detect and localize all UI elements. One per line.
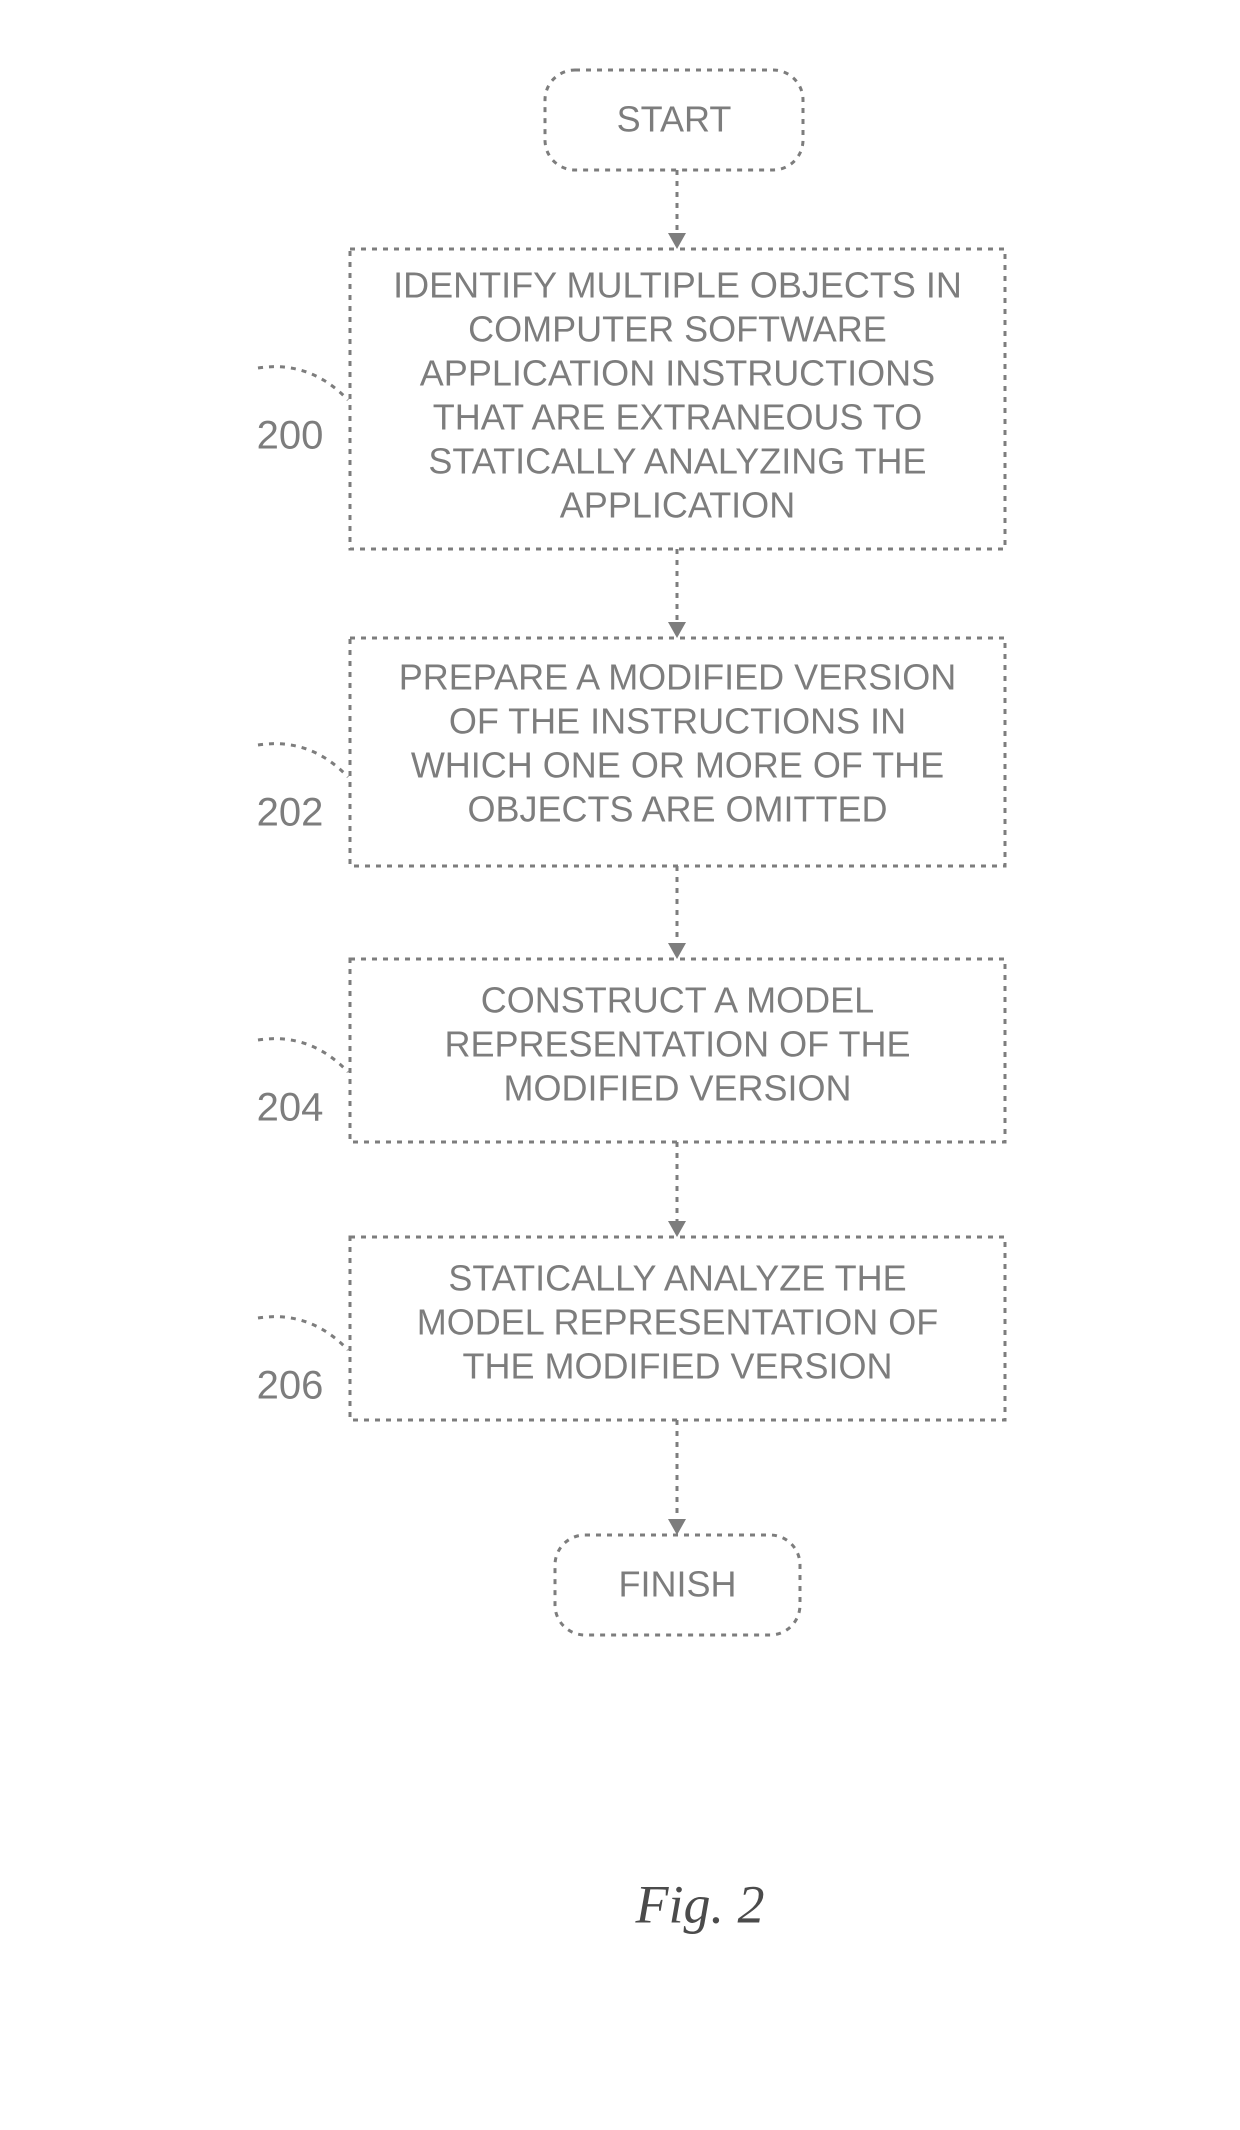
arrowhead-icon — [668, 1519, 686, 1535]
reference-label-204: 204 — [257, 1086, 324, 1130]
node-step4-line-1: MODEL REPRESENTATION OF — [417, 1302, 938, 1343]
node-step1-line-4: STATICALLY ANALYZING THE — [428, 441, 926, 482]
labels-layer: 200 202 204 206 — [257, 367, 348, 1408]
node-step3-line-1: REPRESENTATION OF THE — [444, 1024, 910, 1065]
node-step1-line-5: APPLICATION — [560, 485, 795, 526]
reference-label-202: 202 — [257, 791, 324, 835]
figure-caption: Fig. 2 — [635, 1874, 765, 1934]
arrowhead-icon — [668, 622, 686, 638]
leader-line-step2 — [258, 744, 348, 777]
node-step3: CONSTRUCT A MODELREPRESENTATION OF THEMO… — [350, 959, 1005, 1142]
node-step2-line-1: OF THE INSTRUCTIONS IN — [449, 701, 906, 742]
reference-label-206: 206 — [257, 1364, 324, 1408]
reference-label-200: 200 — [257, 414, 324, 458]
node-finish: FINISH — [555, 1535, 800, 1635]
nodes-layer: START IDENTIFY MULTIPLE OBJECTS INCOMPUTE… — [350, 70, 1005, 1635]
node-step1: IDENTIFY MULTIPLE OBJECTS INCOMPUTER SOF… — [350, 249, 1005, 549]
node-step4: STATICALLY ANALYZE THEMODEL REPRESENTATI… — [350, 1237, 1005, 1420]
leader-line-step3 — [258, 1039, 348, 1072]
node-step2-line-2: WHICH ONE OR MORE OF THE — [411, 745, 944, 786]
node-step3-line-0: CONSTRUCT A MODEL — [481, 980, 874, 1021]
node-step4-line-0: STATICALLY ANALYZE THE — [448, 1258, 906, 1299]
leader-line-step4 — [258, 1317, 348, 1350]
node-start: START — [545, 70, 803, 170]
node-step1-line-2: APPLICATION INSTRUCTIONS — [420, 353, 935, 394]
flowchart-diagram: START IDENTIFY MULTIPLE OBJECTS INCOMPUTE… — [0, 0, 1240, 2130]
node-step2-line-3: OBJECTS ARE OMITTED — [467, 789, 887, 830]
node-start-line-0: START — [617, 99, 732, 140]
node-step1-line-3: THAT ARE EXTRANEOUS TO — [433, 397, 922, 438]
arrowhead-icon — [668, 943, 686, 959]
arrowhead-icon — [668, 1221, 686, 1237]
node-step4-line-2: THE MODIFIED VERSION — [462, 1346, 892, 1387]
node-finish-line-0: FINISH — [618, 1564, 736, 1605]
node-step1-line-0: IDENTIFY MULTIPLE OBJECTS IN — [393, 265, 962, 306]
node-step1-line-1: COMPUTER SOFTWARE — [468, 309, 887, 350]
node-step2-line-0: PREPARE A MODIFIED VERSION — [399, 657, 956, 698]
leader-line-step1 — [258, 367, 348, 400]
arrowhead-icon — [668, 233, 686, 249]
node-step3-line-2: MODIFIED VERSION — [503, 1068, 851, 1109]
node-step2: PREPARE A MODIFIED VERSIONOF THE INSTRUC… — [350, 638, 1005, 866]
